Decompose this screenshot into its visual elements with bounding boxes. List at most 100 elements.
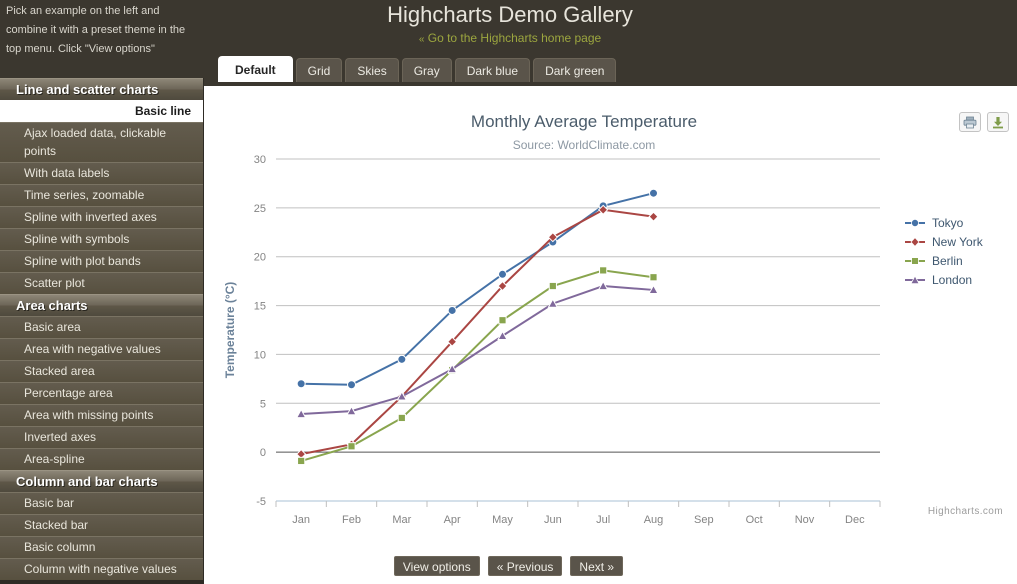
- highcharts-home-link[interactable]: « Go to the Highcharts home page: [200, 30, 820, 48]
- data-point-berlin[interactable]: [548, 281, 557, 291]
- download-icon: [993, 116, 1003, 128]
- data-point-tokyo[interactable]: [498, 269, 507, 279]
- left-chevron-icon: «: [418, 34, 425, 45]
- sidebar-item-spline-with-inverted-axes[interactable]: Spline with inverted axes: [0, 206, 203, 228]
- data-point-london[interactable]: [648, 284, 659, 295]
- y-axis-tick-label: 25: [254, 203, 266, 215]
- data-point-london[interactable]: [547, 298, 559, 308]
- data-point-new-york[interactable]: [447, 336, 458, 347]
- legend-item-new-york[interactable]: New York: [904, 235, 983, 249]
- sidebar-item-percentage-area[interactable]: Percentage area: [0, 382, 203, 404]
- sidebar-group-header-area-charts[interactable]: Area charts: [0, 294, 203, 316]
- sidebar-item-column-with-negative-values[interactable]: Column with negative values: [0, 558, 203, 580]
- series-line-tokyo: [301, 192, 654, 386]
- data-point-tokyo[interactable]: [649, 188, 658, 198]
- legend-item-tokyo[interactable]: Tokyo: [904, 216, 983, 230]
- sidebar-item-area-with-missing-points[interactable]: Area with missing points: [0, 404, 203, 426]
- data-point-berlin[interactable]: [347, 442, 356, 451]
- theme-tab-dark-blue[interactable]: Dark blue: [454, 58, 531, 82]
- sidebar-item-with-data-labels[interactable]: With data labels: [0, 162, 203, 184]
- intro-text: Pick an example on the left and combine …: [6, 5, 186, 55]
- x-axis-tick-label: Jun: [544, 514, 562, 526]
- data-point-tokyo[interactable]: [447, 305, 457, 315]
- previous-button[interactable]: « Previous: [487, 556, 563, 576]
- footer-button-group: View options « Previous Next »: [0, 556, 1017, 576]
- theme-tab-dark-green[interactable]: Dark green: [533, 58, 617, 82]
- sidebar-item-basic-line[interactable]: Basic line: [0, 100, 203, 122]
- data-point-london[interactable]: [597, 280, 609, 291]
- y-axis-tick-label: -5: [256, 496, 266, 508]
- chart-legend: Tokyo New York Berlin London: [904, 216, 983, 287]
- data-point-new-york[interactable]: [547, 232, 558, 243]
- x-axis-tick-label: Oct: [746, 514, 763, 526]
- data-point-berlin[interactable]: [297, 456, 306, 466]
- data-point-london[interactable]: [396, 391, 408, 401]
- x-axis-tick-label: Mar: [392, 514, 411, 526]
- data-point-new-york[interactable]: [598, 204, 609, 215]
- data-point-berlin[interactable]: [599, 266, 608, 275]
- sidebar-item-basic-bar[interactable]: Basic bar: [0, 492, 203, 514]
- highcharts-watermark: Highcharts.com: [927, 506, 1003, 517]
- print-button[interactable]: [959, 112, 981, 132]
- sidebar-item-basic-area[interactable]: Basic area: [0, 316, 203, 338]
- sidebar-item-stacked-bar[interactable]: Stacked bar: [0, 514, 203, 536]
- chart-card: Monthly Average Temperature Source: Worl…: [204, 86, 1017, 546]
- view-options-button[interactable]: View options: [393, 556, 480, 576]
- export-button-group: [959, 112, 1009, 132]
- legend-label: Berlin: [932, 254, 963, 268]
- y-axis-tick-label: 15: [254, 301, 266, 313]
- legend-item-berlin[interactable]: Berlin: [904, 254, 983, 268]
- x-axis-tick-label: Jul: [596, 514, 610, 526]
- theme-tab-bar: Default Grid Skies Gray Dark blue Dark green: [218, 56, 617, 82]
- data-point-london[interactable]: [446, 363, 458, 374]
- sidebar-item-basic-column[interactable]: Basic column: [0, 536, 203, 558]
- sidebar-item-ajax-loaded-data-clickable-points[interactable]: Ajax loaded data, clickable points: [0, 122, 203, 162]
- data-point-new-york[interactable]: [497, 280, 508, 292]
- x-axis-tick-label: Aug: [644, 514, 664, 526]
- theme-tab-gray[interactable]: Gray: [401, 58, 452, 82]
- sidebar-item-time-series-zoomable[interactable]: Time series, zoomable: [0, 184, 203, 206]
- y-axis-tick-label: 10: [254, 349, 266, 361]
- download-button[interactable]: [987, 112, 1009, 132]
- x-axis-tick-label: Nov: [795, 514, 815, 526]
- data-point-tokyo[interactable]: [347, 380, 356, 390]
- print-icon: [963, 116, 977, 128]
- y-axis-title: Temperature (°C): [223, 282, 237, 379]
- legend-label: New York: [932, 235, 983, 249]
- data-point-new-york[interactable]: [648, 211, 659, 222]
- data-point-berlin[interactable]: [498, 316, 507, 325]
- plot-area: -5 0 5 10 15 20 25 30 Jan Feb Mar Apr May Jun Jul Aug Se…: [204, 86, 1017, 546]
- data-point-london[interactable]: [295, 408, 307, 419]
- sidebar-item-scatter-plot[interactable]: Scatter plot: [0, 272, 203, 294]
- y-axis-tick-label: 5: [260, 398, 266, 410]
- sidebar-item-stacked-area[interactable]: Stacked area: [0, 360, 203, 382]
- legend-label: London: [932, 273, 973, 287]
- data-point-berlin[interactable]: [649, 273, 658, 282]
- sidebar-item-area-spline[interactable]: Area-spline: [0, 448, 203, 470]
- home-link-label: Go to the Highcharts home page: [427, 31, 602, 45]
- y-axis-tick-label: 20: [254, 252, 266, 264]
- data-point-london[interactable]: [346, 405, 357, 416]
- y-axis-tick-label: 30: [254, 154, 266, 166]
- data-point-berlin[interactable]: [397, 413, 406, 423]
- x-axis-tick-label: Feb: [342, 514, 361, 526]
- data-point-london[interactable]: [497, 330, 508, 340]
- legend-item-london[interactable]: London: [904, 273, 983, 287]
- sidebar-item-spline-with-symbols[interactable]: Spline with symbols: [0, 228, 203, 250]
- square-marker-icon: [905, 257, 925, 265]
- theme-tab-default[interactable]: Default: [218, 56, 293, 82]
- theme-tab-skies[interactable]: Skies: [345, 58, 399, 82]
- sidebar-group-header-line-and-scatter-charts[interactable]: Line and scatter charts: [0, 78, 203, 100]
- x-axis-tick-label: Jan: [292, 514, 310, 526]
- data-point-tokyo[interactable]: [397, 354, 407, 364]
- sidebar-group-header-column-and-bar-charts[interactable]: Column and bar charts: [0, 470, 203, 492]
- sidebar-item-inverted-axes[interactable]: Inverted axes: [0, 426, 203, 448]
- data-point-tokyo[interactable]: [296, 379, 306, 389]
- next-button[interactable]: Next »: [570, 556, 624, 576]
- x-axis-tick-label: Sep: [694, 514, 714, 526]
- series-line-berlin: [300, 269, 654, 462]
- sidebar-item-area-with-negative-values[interactable]: Area with negative values: [0, 338, 203, 360]
- theme-tab-grid[interactable]: Grid: [295, 58, 343, 82]
- x-axis-tick-label: Apr: [444, 514, 461, 526]
- sidebar-item-spline-with-plot-bands[interactable]: Spline with plot bands: [0, 250, 203, 272]
